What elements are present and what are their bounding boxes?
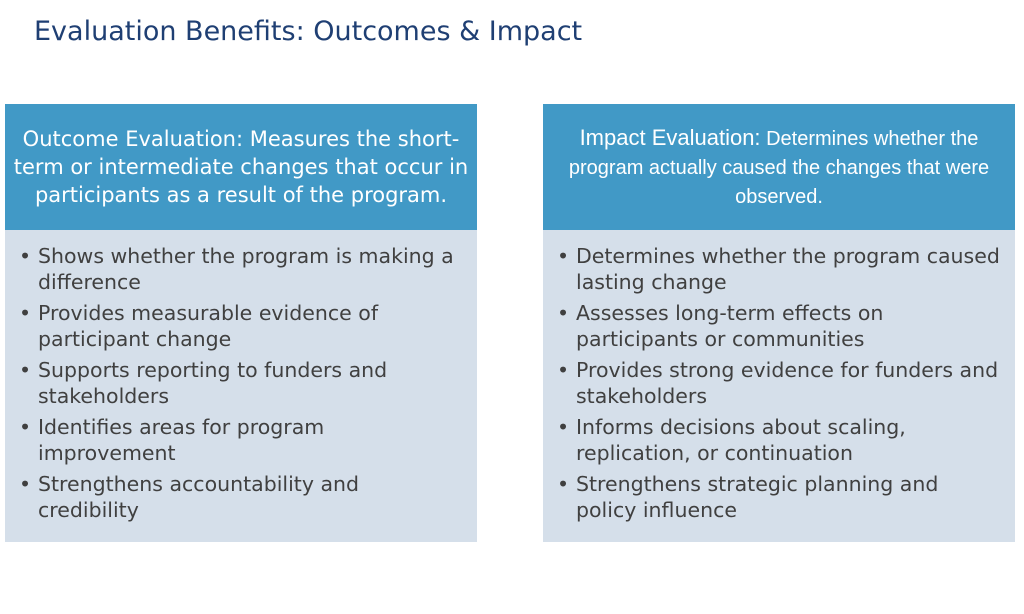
list-item: • Provides strong evidence for funders an… (555, 357, 1001, 409)
panel-heading: Impact Evaluation: Determines whether th… (543, 123, 1015, 212)
bullet-icon: • (557, 472, 570, 496)
panel-body: • Shows whether the program is making a d… (5, 230, 477, 542)
impact-evaluation-panel: Impact Evaluation: Determines whether th… (543, 104, 1015, 542)
list-item-text: Strengthens strategic planning and polic… (576, 472, 939, 522)
panel-heading-text: Measures the short-term or intermediate … (13, 127, 469, 207)
list-item: • Provides measurable evidence of partici… (17, 300, 463, 352)
list-item: • Assesses long-term effects on participa… (555, 300, 1001, 352)
panel-heading-lead: Impact Evaluation: (579, 124, 761, 150)
list-item: • Determines whether the program caused l… (555, 243, 1001, 295)
page-title: Evaluation Benefits: Outcomes & Impact (34, 16, 583, 47)
list-item-text: Determines whether the program caused la… (576, 244, 1000, 294)
panel-heading: Outcome Evaluation: Measures the short-t… (5, 125, 477, 209)
panel-heading-text: Determines whether the program actually … (568, 127, 990, 208)
bullet-icon: • (557, 301, 570, 325)
list-item: • Shows whether the program is making a d… (17, 243, 463, 295)
list-item-text: Shows whether the program is making a di… (38, 244, 454, 294)
list-item: • Supports reporting to funders and stake… (17, 357, 463, 409)
list-item: • Identifies areas for program improvemen… (17, 414, 463, 466)
list-item-text: Assesses long-term effects on participan… (576, 301, 884, 351)
panel-heading-lead: Outcome Evaluation: (22, 127, 244, 151)
bullet-list: • Determines whether the program caused l… (555, 243, 1001, 523)
list-item: • Strengthens accountability and credibil… (17, 471, 463, 523)
bullet-icon: • (19, 472, 32, 496)
list-item-text: Provides strong evidence for funders and… (576, 358, 999, 408)
bullet-icon: • (557, 244, 570, 268)
list-item: • Strengthens strategic planning and poli… (555, 471, 1001, 523)
list-item: • Informs decisions about scaling, replic… (555, 414, 1001, 466)
bullet-icon: • (19, 358, 32, 382)
bullet-icon: • (19, 244, 32, 268)
list-item-text: Provides measurable evidence of particip… (38, 301, 379, 351)
bullet-icon: • (19, 415, 32, 439)
panel-header: Outcome Evaluation: Measures the short-t… (5, 104, 477, 230)
list-item-text: Supports reporting to funders and stakeh… (38, 358, 388, 408)
bullet-icon: • (557, 415, 570, 439)
panel-body: • Determines whether the program caused l… (543, 230, 1015, 542)
list-item-text: Identifies areas for program improvement (38, 415, 325, 465)
list-item-text: Informs decisions about scaling, replica… (576, 415, 906, 465)
panel-header: Impact Evaluation: Determines whether th… (543, 104, 1015, 230)
bullet-icon: • (19, 301, 32, 325)
bullet-icon: • (557, 358, 570, 382)
bullet-list: • Shows whether the program is making a d… (17, 243, 463, 523)
outcome-evaluation-panel: Outcome Evaluation: Measures the short-t… (5, 104, 477, 542)
list-item-text: Strengthens accountability and credibili… (38, 472, 360, 522)
